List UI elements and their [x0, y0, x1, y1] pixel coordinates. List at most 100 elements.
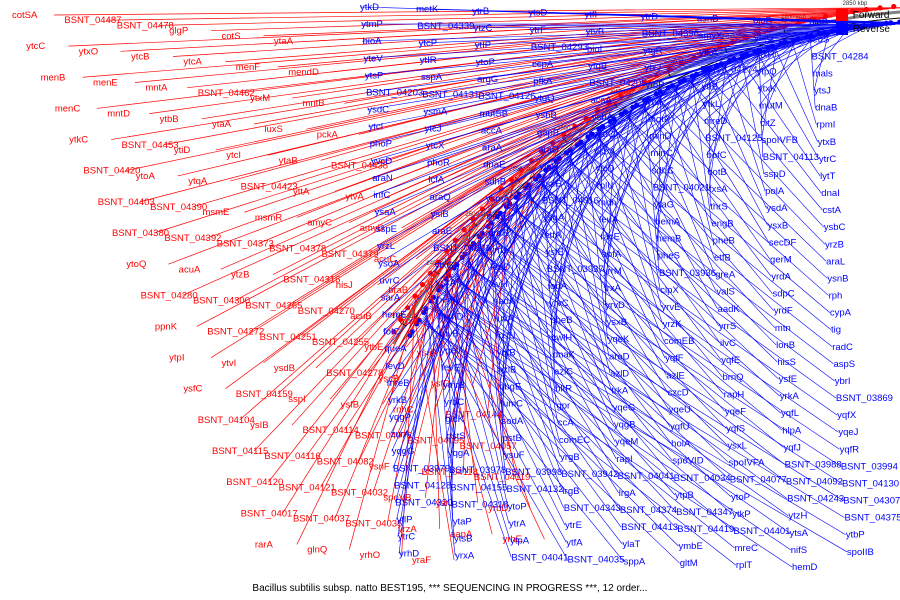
reverse-gene-leader: [582, 142, 665, 342]
forward-gene-mark: [419, 282, 426, 288]
reverse-gene-label: BSNT_04092: [786, 477, 843, 488]
reverse-gene-leader: [598, 76, 697, 220]
forward-gene-label: BSNT_04403: [98, 197, 155, 208]
reverse-gene-leader: [473, 24, 896, 29]
reverse-gene-leader: [451, 265, 459, 505]
reverse-gene-label: BSNT_04320: [395, 497, 452, 508]
reverse-gene-label: ysuF: [504, 450, 525, 461]
reverse-gene-label: azlD: [610, 368, 629, 379]
reverse-gene-label: yrvE: [661, 302, 680, 313]
forward-gene-label: ytvA: [345, 192, 364, 203]
reverse-gene-leader: [450, 251, 470, 488]
forward-gene-leader: [111, 31, 772, 140]
reverse-gene-leader: [363, 27, 863, 59]
reverse-gene-label: rapH: [724, 389, 745, 400]
reverse-gene-leader: [611, 122, 718, 309]
forward-gene-label: yrhE: [502, 534, 522, 545]
reverse-gene-label: gapB: [537, 127, 559, 138]
forward-gene-label: BSNT_04270: [298, 306, 355, 317]
reverse-gene-label: BSNT_04125: [705, 133, 762, 144]
reverse-gene-leader: [369, 47, 773, 144]
reverse-gene-leader: [657, 93, 662, 256]
forward-gene-leader: [191, 56, 703, 208]
reverse-gene-label: abfA: [602, 249, 622, 260]
reverse-gene-leader: [597, 131, 663, 325]
reverse-gene-leader: [590, 35, 819, 101]
reverse-gene-leader: [756, 52, 820, 160]
reverse-gene-label: yrvD: [605, 300, 625, 311]
reverse-gene-label: BSNT_04347: [676, 507, 733, 518]
scale-tick: [399, 322, 407, 327]
forward-gene-label: BSNT_04390: [150, 202, 207, 213]
forward-gene-leader: [210, 139, 561, 358]
forward-gene-label: BSNT_04423: [241, 181, 298, 192]
reverse-gene-label: lrgB: [563, 486, 580, 497]
reverse-gene-leader: [565, 156, 778, 363]
reverse-gene-label: ytcP: [419, 38, 437, 49]
reverse-gene-label: BSNT_04113: [763, 152, 819, 163]
reverse-gene-leader: [477, 241, 618, 477]
reverse-gene-leader: [549, 169, 835, 382]
reverse-gene-leader: [541, 68, 716, 201]
forward-gene-label: ytcC: [26, 41, 45, 52]
reverse-gene-label: ytsP: [365, 70, 383, 81]
reverse-gene-label: azlC: [554, 366, 573, 377]
reverse-gene-label: hemE: [382, 310, 407, 321]
forward-gene-leader: [329, 169, 526, 400]
reverse-gene-label: ytpA: [510, 535, 530, 546]
reverse-gene-label: tig: [831, 325, 841, 336]
forward-gene-label: mendD: [288, 67, 319, 78]
reverse-gene-label: infC: [373, 190, 390, 201]
reverse-gene-label: ysgA: [543, 213, 565, 224]
forward-gene-leader: [320, 239, 459, 488]
reverse-gene-leader: [702, 36, 815, 105]
reverse-gene-leader: [655, 96, 827, 262]
reverse-gene-leader: [584, 141, 609, 340]
reverse-gene-leader: [426, 311, 456, 556]
reverse-gene-label: yrkA: [780, 391, 800, 402]
forward-gene-label: BSNT_04380: [112, 228, 169, 239]
reverse-gene-label: BSNT_04035: [567, 554, 624, 565]
reverse-gene-label: BSNT_04284: [812, 51, 869, 62]
reverse-gene-leader: [441, 288, 734, 532]
reverse-gene-label: yrzK: [663, 319, 683, 330]
reverse-gene-label: ysaA: [375, 207, 397, 218]
forward-gene-leader: [225, 12, 855, 63]
forward-gene-leader: [372, 243, 456, 493]
reverse-gene-leader: [420, 31, 843, 78]
reverse-gene-label: etfB: [714, 253, 731, 264]
reverse-gene-label: yqeJ: [838, 427, 858, 438]
reverse-gene-leader: [502, 211, 506, 438]
forward-gene-leader: [234, 103, 612, 301]
reverse-gene-label: accA: [481, 125, 503, 136]
reverse-gene-leader: [483, 233, 841, 467]
reverse-gene-leader: [639, 105, 828, 279]
reverse-gene-label: ytpB: [675, 490, 694, 501]
reverse-gene-leader: [756, 30, 849, 72]
reverse-gene-label: yvcD: [371, 156, 392, 167]
forward-gene-leader: [444, 257, 531, 509]
reverse-gene-leader: [471, 247, 843, 484]
reverse-gene-leader: [391, 221, 496, 452]
reverse-gene-leader: [423, 316, 624, 562]
reverse-gene-leader: [599, 130, 607, 323]
reverse-gene-label: lonB: [776, 340, 795, 351]
reverse-gene-leader: [495, 138, 589, 336]
reverse-gene-label: ccA: [558, 418, 575, 429]
reverse-gene-leader: [496, 220, 840, 450]
forward-gene-label: msmR: [255, 212, 283, 223]
reverse-gene-leader: [421, 319, 737, 566]
reverse-gene-label: cstA: [823, 205, 842, 216]
reverse-gene-label: BSNT_04130: [842, 478, 899, 489]
reverse-gene-label: ytbP: [646, 80, 665, 91]
reverse-gene-leader: [550, 167, 779, 380]
reverse-gene-label: folC: [383, 327, 400, 338]
reverse-gene-leader: [708, 70, 711, 207]
forward-gene-label: yraF: [412, 555, 431, 566]
forward-gene-label: pckA: [317, 129, 339, 140]
reverse-gene-leader: [538, 178, 724, 395]
forward-gene-leader: [296, 289, 422, 545]
reverse-gene-leader: [642, 103, 716, 275]
reverse-gene-leader: [541, 175, 612, 391]
reverse-gene-label: ysxB: [768, 220, 789, 231]
